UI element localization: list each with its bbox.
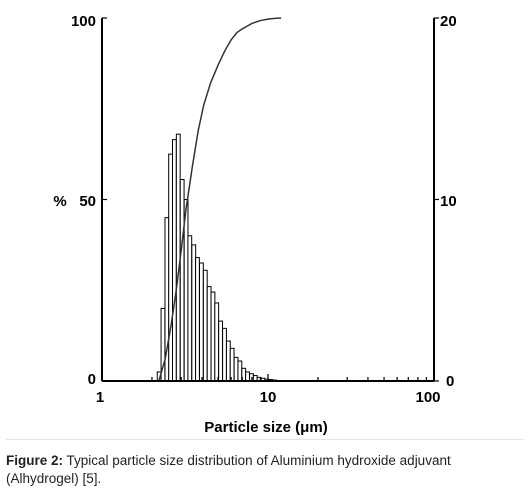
right-tick-label-20: 20 bbox=[440, 13, 457, 30]
histogram-bar bbox=[218, 320, 223, 382]
cumulative-curve bbox=[158, 17, 282, 382]
histogram-bar bbox=[233, 356, 239, 382]
right-tick-label-0: 0 bbox=[446, 373, 454, 390]
histogram-bar bbox=[237, 360, 243, 382]
left-axis-label: % bbox=[53, 193, 66, 210]
histogram-bar bbox=[172, 139, 177, 382]
right-tick-marks bbox=[434, 17, 439, 382]
x-tick-label-100: 100 bbox=[415, 389, 440, 406]
histogram-bar bbox=[195, 257, 200, 382]
histogram-bar bbox=[179, 179, 185, 382]
histogram-bar bbox=[187, 235, 193, 382]
histogram-bar bbox=[168, 153, 174, 382]
caption-label: Figure 2: bbox=[6, 453, 64, 468]
left-tick-label-0: 0 bbox=[88, 371, 96, 388]
histogram-bar bbox=[210, 291, 216, 382]
x-tick-label-1: 1 bbox=[96, 389, 104, 406]
histogram-bar bbox=[202, 269, 208, 382]
right-tick-label-10: 10 bbox=[440, 193, 457, 210]
caption-separator bbox=[6, 439, 524, 440]
x-tick-label-10: 10 bbox=[260, 389, 277, 406]
histogram-bar bbox=[198, 262, 204, 382]
histogram-bar bbox=[222, 327, 227, 382]
caption-text: Typical particle size distribution of Al… bbox=[6, 453, 451, 486]
histogram-bar bbox=[245, 371, 250, 382]
axes bbox=[101, 17, 435, 382]
x-tick-marks bbox=[101, 374, 435, 381]
histogram-bar bbox=[206, 286, 212, 382]
left-tick-label-50: 50 bbox=[79, 193, 96, 210]
x-axis-title: Particle size (μm) bbox=[204, 419, 327, 436]
histogram-bars bbox=[156, 133, 281, 382]
particle-size-chart: 100 50 0 % 20 10 0 1 10 100 Particle siz… bbox=[53, 13, 457, 436]
figure-caption: Figure 2: Typical particle size distribu… bbox=[6, 452, 524, 488]
histogram-bar bbox=[191, 244, 197, 382]
histogram-bar bbox=[229, 347, 235, 382]
left-tick-label-100: 100 bbox=[71, 13, 96, 30]
histogram-bar bbox=[225, 340, 231, 382]
histogram-bar bbox=[214, 302, 220, 382]
